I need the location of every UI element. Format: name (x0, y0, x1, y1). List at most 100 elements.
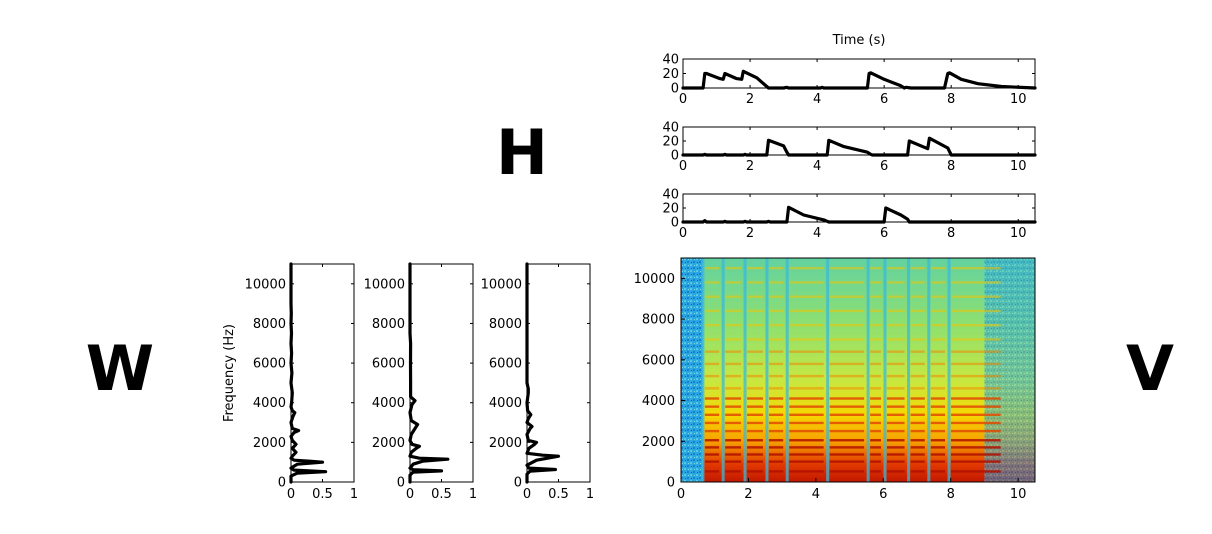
onset-band (721, 258, 725, 482)
harmonic-segment (951, 374, 1001, 378)
harmonic-segment (725, 460, 742, 463)
harmonic-segment (704, 338, 720, 341)
harmonic-segment (930, 470, 946, 473)
harmonic-segment (725, 446, 742, 449)
harmonic-segment (886, 350, 905, 353)
harmonic-segment (910, 309, 925, 313)
h-row-2-activation-line (681, 136, 1037, 157)
y-tick-label: 0 (671, 216, 679, 231)
harmonic-segment (704, 362, 720, 366)
harmonic-segment (870, 413, 881, 416)
harmonic-segment (704, 413, 720, 416)
x-tick-label: 0 (406, 487, 414, 502)
harmonic-segment (951, 387, 1001, 390)
harmonic-segment (747, 405, 763, 408)
harmonic-segment (789, 397, 824, 400)
x-tick-label: 6 (880, 226, 888, 241)
x-tick-label: 1 (469, 487, 477, 502)
harmonic-segment (768, 421, 784, 425)
x-tick-label: 8 (947, 159, 955, 174)
harmonic-segment (789, 453, 824, 456)
harmonic-segment (725, 281, 742, 284)
harmonic-segment (910, 338, 925, 341)
harmonic-segment (725, 453, 742, 456)
harmonic-segment (930, 405, 946, 408)
harmonic-segment (951, 421, 1001, 425)
harmonic-segment (829, 309, 865, 313)
x-tick-label: 6 (879, 487, 887, 502)
harmonic-segment (910, 413, 925, 416)
x-tick-label: 0 (523, 487, 531, 502)
harmonic-segment (725, 421, 742, 425)
harmonic-segment (768, 470, 784, 473)
harmonic-segment (747, 453, 763, 456)
harmonic-segment (789, 470, 824, 473)
harmonic-segment (829, 413, 865, 416)
harmonic-segment (789, 413, 824, 416)
harmonic-segment (704, 439, 720, 442)
onset-band (883, 258, 887, 482)
harmonic-segment (886, 439, 905, 442)
harmonic-segment (870, 266, 881, 270)
x-tick-label: 2 (746, 159, 754, 174)
harmonic-segment (768, 460, 784, 463)
harmonic-segment (768, 439, 784, 442)
harmonic-segment (829, 446, 865, 449)
harmonic-segment (704, 324, 720, 327)
harmonic-segment (829, 362, 865, 366)
harmonic-segment (870, 453, 881, 456)
harmonic-segment (747, 374, 763, 378)
harmonic-segment (910, 429, 925, 433)
harmonic-segment (930, 281, 946, 284)
harmonic-segment (870, 362, 881, 366)
harmonic-segment (870, 374, 881, 378)
spectrogram-tail (984, 258, 1035, 482)
harmonic-segment (951, 413, 1001, 416)
harmonic-segment (747, 413, 763, 416)
h-row-3-frame (682, 193, 1036, 223)
harmonic-segment (930, 446, 946, 449)
harmonic-segment (789, 421, 824, 425)
harmonic-segment (829, 460, 865, 463)
harmonic-segment (870, 421, 881, 425)
letter-v: V (1126, 332, 1174, 405)
harmonic-segment (747, 446, 763, 449)
harmonic-segment (886, 470, 905, 473)
harmonic-segment (870, 470, 881, 473)
harmonic-segment (747, 281, 763, 284)
harmonic-segment (829, 429, 865, 433)
harmonic-segment (886, 397, 905, 400)
harmonic-segment (768, 429, 784, 433)
x-tick-label: 1 (586, 487, 594, 502)
harmonic-segment (747, 309, 763, 313)
onset-band (743, 258, 747, 482)
x-tick-label: 6 (880, 92, 888, 107)
harmonic-segment (704, 429, 720, 433)
harmonic-segment (951, 350, 1001, 353)
harmonic-segment (829, 266, 865, 270)
harmonic-segment (910, 405, 925, 408)
harmonic-segment (870, 309, 881, 313)
harmonic-segment (704, 309, 720, 313)
harmonic-segment (910, 350, 925, 353)
y-tick-label: 0 (667, 476, 675, 491)
harmonic-segment (910, 439, 925, 442)
y-tick-label: 2000 (489, 436, 522, 451)
y-tick-label: 40 (662, 121, 679, 136)
harmonic-segment (910, 362, 925, 366)
onset-band (826, 258, 830, 482)
harmonic-segment (951, 338, 1001, 341)
harmonic-segment (886, 266, 905, 270)
harmonic-segment (910, 453, 925, 456)
y-tick-label: 10000 (481, 277, 522, 292)
harmonic-segment (768, 446, 784, 449)
harmonic-segment (768, 266, 784, 270)
harmonic-segment (747, 338, 763, 341)
harmonic-segment (886, 429, 905, 433)
y-tick-label: 4000 (372, 396, 405, 411)
harmonic-segment (789, 387, 824, 390)
harmonic-segment (886, 387, 905, 390)
harmonic-segment (789, 362, 824, 366)
w-col-3-frame (526, 263, 591, 483)
harmonic-segment (829, 387, 865, 390)
